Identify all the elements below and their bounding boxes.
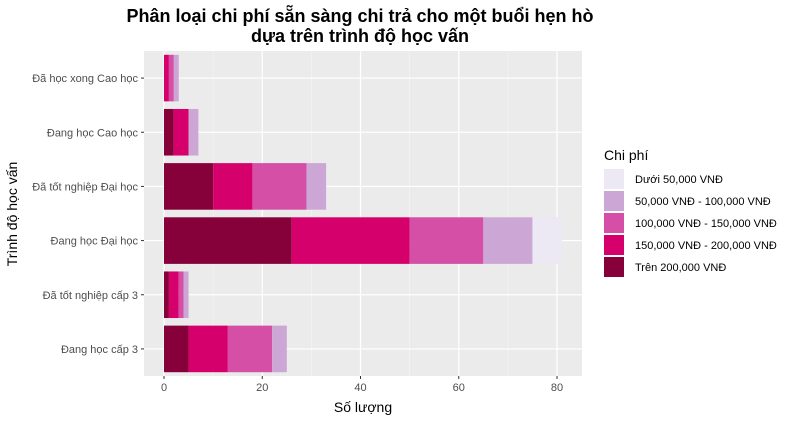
y-tick-label: Đã học xong Cao học (32, 73, 138, 85)
x-tick-label: 40 (354, 382, 366, 394)
bar-segment (188, 325, 228, 373)
chart-title-line-2: dựa trên trình độ học vấn (251, 26, 469, 46)
bar-segment (183, 271, 189, 319)
legend-key (604, 235, 624, 255)
bar-segment (168, 271, 179, 319)
bar-segment (164, 108, 174, 156)
bar-segment (164, 325, 189, 373)
x-tick-label: 80 (551, 382, 563, 394)
legend-key (604, 191, 624, 211)
bar-segment (173, 108, 189, 156)
legend-key (604, 257, 624, 277)
x-tick-label: 0 (161, 382, 167, 394)
x-axis-ticks: 0 20 40 60 80 (161, 376, 563, 394)
legend-label: 100,000 VNĐ - 150,000 VNĐ (635, 218, 777, 230)
x-tick-label: 60 (453, 382, 465, 394)
bar-segment (173, 54, 179, 102)
legend-key (604, 169, 624, 189)
plot-panel (144, 51, 582, 376)
bar-segment (168, 54, 174, 102)
legend-label: 150,000 VNĐ - 200,000 VNĐ (635, 240, 777, 252)
bar-segment (213, 163, 253, 210)
y-axis-ticks: Đã học xong Cao học Đang học Cao học Đã tố… (32, 73, 144, 356)
bar-segment (532, 217, 562, 264)
bar-segment (164, 163, 214, 210)
x-tick-label: 20 (256, 382, 268, 394)
legend-label: Trên 200,000 VNĐ (635, 262, 726, 274)
y-tick-label: Đang học cấp 3 (61, 344, 138, 356)
bar-segment (164, 54, 169, 102)
bar-segment (178, 271, 184, 319)
bar-segment (272, 325, 287, 373)
bar-segment (252, 163, 307, 210)
bar-segment (164, 271, 169, 319)
legend-label: 50,000 VNĐ - 100,000 VNĐ (635, 196, 771, 208)
gridlines (144, 51, 582, 376)
legend: Chi phí Dưới 50,000 VNĐ 50,000 VNĐ - 100,… (604, 147, 777, 277)
y-tick-label: Đang học Cao học (47, 127, 139, 139)
bar-segment (306, 163, 327, 210)
bar-segment (188, 108, 199, 156)
legend-label: Dưới 50,000 VNĐ (635, 174, 723, 186)
legend-title: Chi phí (604, 147, 648, 163)
y-tick-label: Đã tốt nghiệp Đại học (32, 181, 138, 193)
bars (164, 54, 562, 373)
bar-segment (291, 217, 410, 264)
y-tick-label: Đã tốt nghiệp cấp 3 (43, 290, 138, 302)
y-axis-title: Trình độ học vấn (4, 162, 20, 267)
legend-key (604, 213, 624, 233)
chart-title-line-1: Phân loại chi phí sẵn sàng chi trả cho m… (126, 4, 593, 26)
bar-segment (164, 217, 292, 264)
bar-segment (483, 217, 533, 264)
x-axis-title: Số lượng (334, 399, 392, 415)
y-tick-label: Đang học Đại học (51, 236, 139, 248)
bar-segment (409, 217, 484, 264)
bar-segment (227, 325, 273, 373)
